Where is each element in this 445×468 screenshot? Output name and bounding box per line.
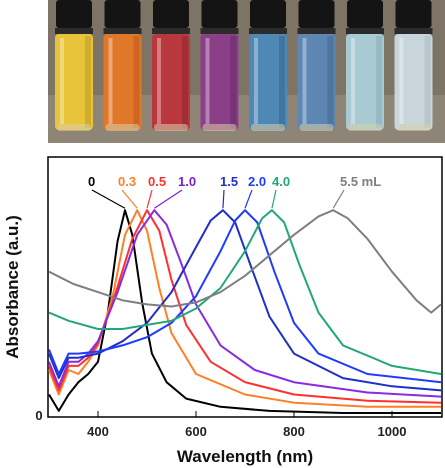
vial [346,0,384,131]
y-axis-title: Absorbance (a.u.) [3,215,22,359]
vial-liquid [152,34,190,130]
vial-shade [182,36,188,128]
vial-cap-rim [394,28,433,34]
vial-shade [327,36,334,128]
vial-liquid [346,34,384,130]
vial-highlight [254,38,258,124]
x-tick-label: 1000 [378,424,407,439]
vial-liquid [394,34,433,130]
vial-cap-rim [249,28,287,34]
vial [200,0,239,131]
vial-highlight [399,38,404,124]
series-label: 1.0 [178,174,196,189]
vial-cap-rim [103,28,142,34]
series-line [48,209,442,384]
vial-base [202,124,237,131]
y-tick-label: 0 [35,408,42,423]
series-line [48,209,442,398]
vial-highlight [205,38,210,124]
series-line [48,209,442,392]
vial-shade [376,36,382,128]
vial-cap [395,0,432,28]
vial-base [105,124,140,131]
vial-cap [153,0,189,28]
label-connector [332,189,345,209]
x-tick-label: 400 [87,424,109,439]
vial-liquid [297,34,336,130]
vial-shade [85,36,91,128]
vial-cap [250,0,286,28]
vial-highlight [157,38,161,124]
vial-cap-rim [297,28,336,34]
x-tick-label: 600 [185,424,207,439]
series-line [48,209,441,408]
vial-highlight [60,38,64,124]
vial-cap-rim [55,28,93,34]
curves-layer [48,209,442,414]
vial [152,0,190,131]
vial-cap [298,0,335,28]
series-label: 1.5 [220,174,238,189]
label-connector [222,189,225,209]
vial-cap [56,0,92,28]
vial-liquid [200,34,239,130]
vial-cap-rim [152,28,190,34]
series-line [48,209,442,314]
x-tick-label: 800 [283,424,305,439]
label-connector [146,189,153,209]
label-connector [244,189,253,209]
series-label: 2.0 [248,174,266,189]
vial [394,0,433,131]
x-axis-ticks: 400 600 800 1000 [87,411,406,439]
plot-frame [47,156,443,418]
series-label: 5.5 mL [340,174,381,189]
series-label: 0 [88,174,95,189]
label-connector [154,189,183,209]
label-connector [121,189,138,209]
vial-cap [201,0,238,28]
vial-shade [279,36,285,128]
vial-highlight [351,38,355,124]
vial-base [251,124,285,131]
vials-photo [48,0,445,143]
series-label: 0.3 [118,174,136,189]
label-connector [271,189,277,209]
label-connector [91,189,126,209]
vial [297,0,336,131]
vial-liquid [103,34,142,130]
vial-base [348,124,382,131]
vial-liquid [249,34,287,130]
vial-cap-rim [200,28,239,34]
vial [55,0,93,131]
vial-base [154,124,188,131]
series-label: 4.0 [272,174,290,189]
vial [249,0,287,131]
x-axis-title: Wavelength (nm) [177,447,313,466]
series-labels: 0 0.3 0.5 1.0 1.5 2.0 4.0 5.5 mL [88,174,381,209]
vial-shade [424,36,431,128]
vial-base [57,124,91,131]
vial-shade [133,36,140,128]
y-axis-ticks: 0 [35,408,42,423]
vial-cap [347,0,383,28]
vial-base [299,124,334,131]
series-line [48,209,442,375]
series-line [48,209,442,404]
vial-cap [104,0,141,28]
vial [103,0,142,131]
vial-shade [230,36,237,128]
absorbance-chart: 400 600 800 1000 0 0 0.3 0.5 1.0 1.5 2.0 4.0 5.5 m… [3,156,443,466]
series-label: 0.5 [148,174,166,189]
vial-base [396,124,431,131]
vial-highlight [302,38,307,124]
vial-cap-rim [346,28,384,34]
series-line [48,209,441,414]
vial-liquid [55,34,93,130]
vial-highlight [108,38,113,124]
